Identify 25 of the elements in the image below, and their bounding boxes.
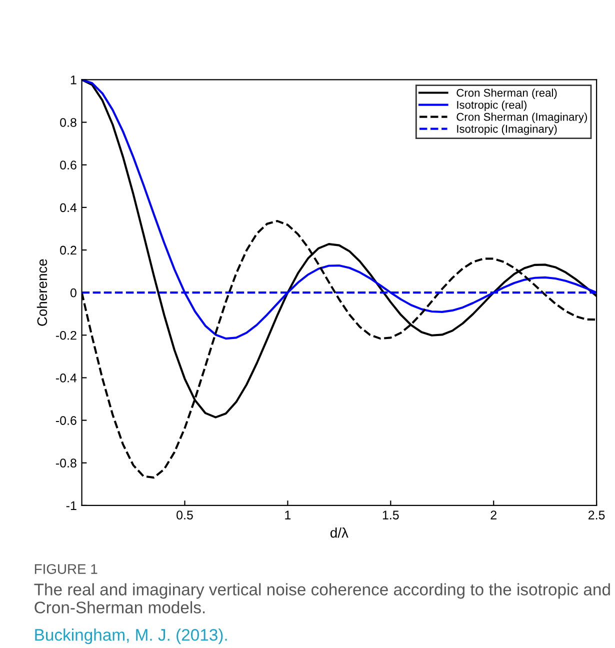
legend-label: Isotropic (real) [457,100,526,111]
legend-label: Isotropic (Imaginary) [457,124,557,136]
y-tick-label: 1 [70,76,76,84]
y-tick-label: -0.4 [56,374,77,382]
x-axis-title: d/λ [330,528,348,538]
y-tick-label: -1 [66,501,76,510]
text: Buckingham, M. J. (2013). [35,628,227,644]
y-tick-label: 0 [70,288,76,298]
y-tick-label: 0.8 [60,118,76,127]
y-axis-title: Coherence [36,259,48,326]
x-tick-label: 2.5 [588,510,605,520]
y-tick-label: -0.2 [56,330,76,340]
y-tick-label: -0.6 [56,416,76,425]
text: The real and imaginary vertical noise coherence according to the isotropic and Cron-Sherman models. [34,583,610,614]
x-tick-label: 1 [285,510,291,520]
y-tick-label: 0.4 [60,203,77,212]
legend-label: Cron Sherman (Imaginary) [456,112,587,123]
x-tick-label: 2 [490,510,496,520]
y-tick-label: -0.8 [56,458,76,468]
caption: FIGURE 1 [34,564,98,574]
y-tick-label: 0.2 [60,246,76,255]
y-tick-label: 0.6 [60,160,76,170]
legend-label: Cron Sherman (real) [456,88,557,99]
x-tick-label: 1.5 [382,510,399,520]
x-tick-label: 0.5 [176,510,193,520]
